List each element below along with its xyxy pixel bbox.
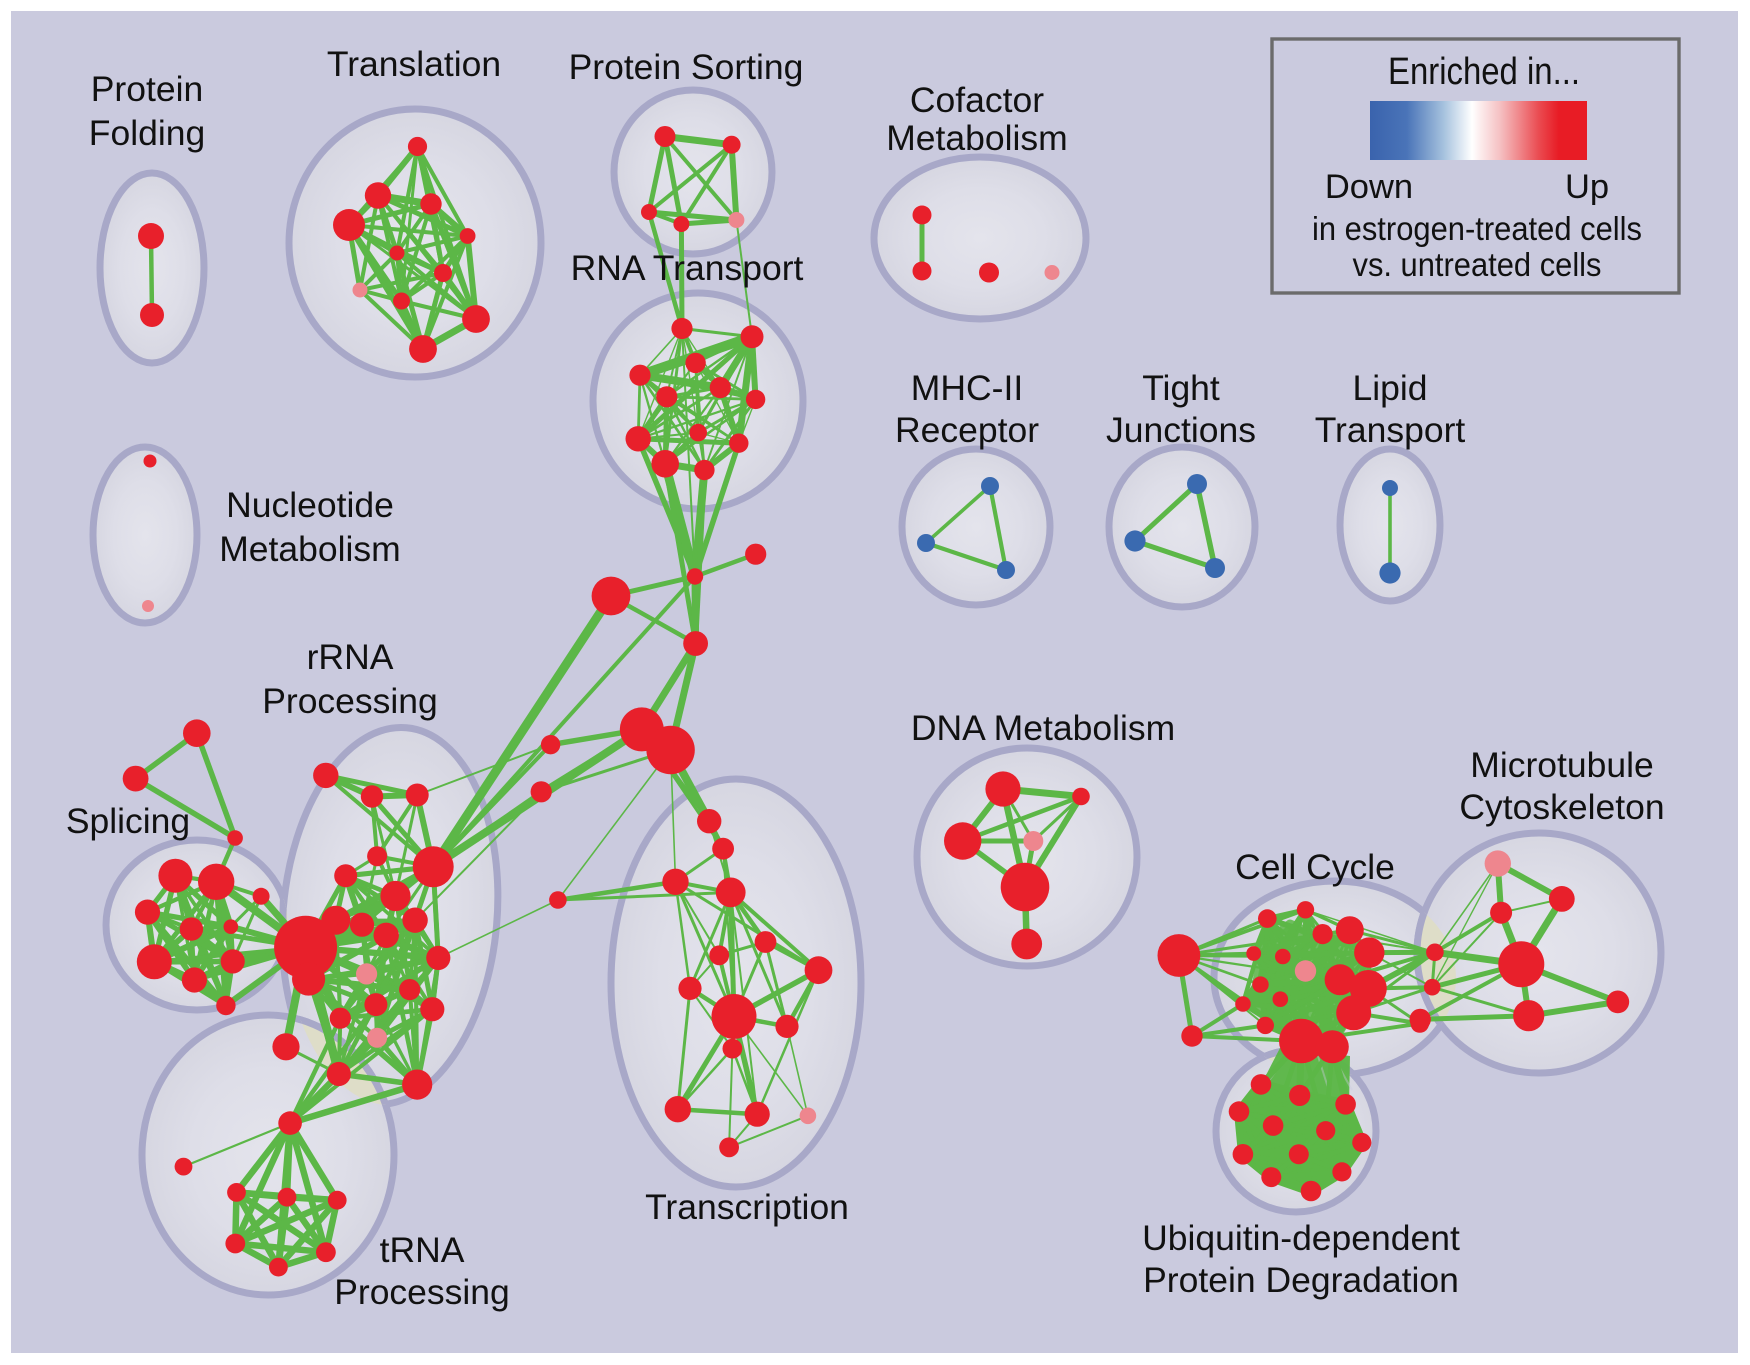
- svg-text:MHC-II: MHC-II: [911, 368, 1023, 408]
- svg-text:DNA Metabolism: DNA Metabolism: [911, 708, 1175, 748]
- svg-text:Ubiquitin-dependent: Ubiquitin-dependent: [1142, 1218, 1460, 1258]
- svg-text:Processing: Processing: [262, 681, 438, 721]
- svg-text:Protein Degradation: Protein Degradation: [1143, 1260, 1459, 1300]
- svg-text:Splicing: Splicing: [66, 801, 190, 841]
- svg-text:Tight: Tight: [1142, 368, 1220, 408]
- svg-text:Cell Cycle: Cell Cycle: [1235, 847, 1395, 887]
- svg-text:Cofactor: Cofactor: [910, 80, 1044, 120]
- svg-text:Protein: Protein: [91, 69, 203, 109]
- svg-text:Nucleotide: Nucleotide: [226, 485, 394, 525]
- svg-text:Processing: Processing: [334, 1272, 510, 1312]
- svg-text:Transport: Transport: [1315, 410, 1466, 450]
- svg-text:Folding: Folding: [89, 113, 205, 153]
- svg-text:Up: Up: [1565, 168, 1609, 206]
- svg-text:vs. untreated cells: vs. untreated cells: [1353, 246, 1602, 283]
- svg-text:RNA Transport: RNA Transport: [571, 248, 804, 288]
- svg-text:Cytoskeleton: Cytoskeleton: [1459, 787, 1664, 827]
- svg-text:rRNA: rRNA: [307, 637, 394, 677]
- svg-text:Junctions: Junctions: [1106, 410, 1256, 450]
- svg-text:Metabolism: Metabolism: [886, 118, 1068, 158]
- svg-text:Microtubule: Microtubule: [1470, 745, 1654, 785]
- svg-text:Receptor: Receptor: [895, 410, 1039, 450]
- svg-text:Translation: Translation: [327, 44, 501, 84]
- svg-text:Transcription: Transcription: [645, 1187, 849, 1227]
- svg-text:tRNA: tRNA: [380, 1230, 465, 1270]
- svg-text:Protein Sorting: Protein Sorting: [569, 47, 804, 87]
- svg-text:in estrogen-treated cells: in estrogen-treated cells: [1312, 210, 1642, 247]
- svg-text:Enriched in...: Enriched in...: [1388, 51, 1580, 93]
- svg-text:Down: Down: [1325, 168, 1413, 206]
- svg-text:Lipid: Lipid: [1352, 368, 1427, 408]
- svg-text:Metabolism: Metabolism: [219, 529, 401, 569]
